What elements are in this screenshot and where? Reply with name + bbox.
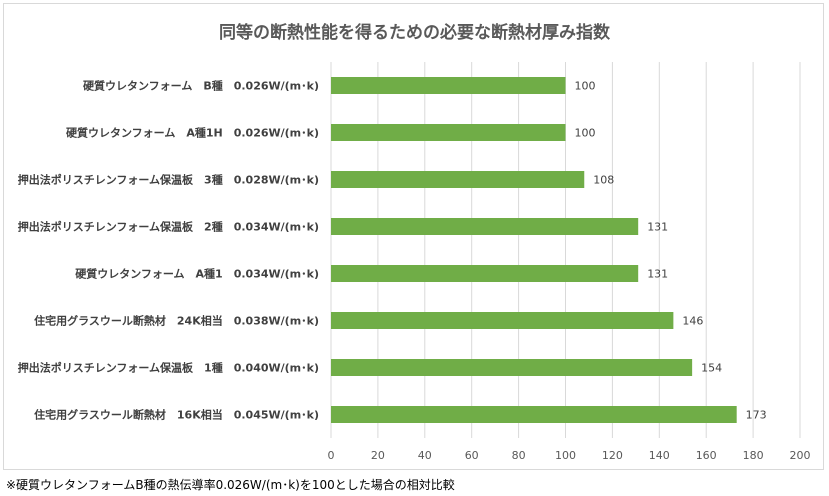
x-tick-label: 160 [696, 449, 717, 462]
data-label: 173 [746, 409, 767, 422]
x-axis-tick-labels: 0 20 40 60 80 100 120 140 160 180 200 [328, 449, 811, 462]
bar [331, 265, 639, 282]
x-tick-label: 80 [512, 449, 526, 462]
data-label: 131 [647, 268, 668, 281]
x-tick-label: 120 [602, 449, 623, 462]
bar [331, 171, 585, 188]
data-labels: 100 100 108 131 131 146 154 173 [575, 80, 767, 422]
bar [331, 312, 674, 329]
x-tick-label: 140 [649, 449, 670, 462]
category-label: 住宅用グラスウール断熱材 24K相当 0.038W/(m･k) [34, 314, 319, 328]
data-label: 131 [647, 221, 668, 234]
bar [331, 406, 737, 423]
gridlines [330, 62, 801, 438]
bar [331, 218, 639, 235]
category-label: 硬質ウレタンフォーム A種1H 0.026W/(m･k) [66, 126, 319, 140]
category-label: 硬質ウレタンフォーム A種1 0.034W/(m･k) [75, 267, 319, 281]
data-label: 100 [575, 127, 596, 140]
bars [331, 77, 737, 423]
category-label: 押出法ポリスチレンフォーム保温板 3種 0.028W/(m･k) [18, 173, 319, 187]
category-labels: 硬質ウレタンフォーム B種 0.026W/(m･k) 硬質ウレタンフォーム A種1… [18, 79, 319, 422]
data-label: 146 [682, 315, 703, 328]
data-label: 100 [575, 80, 596, 93]
data-label: 108 [593, 174, 614, 187]
category-label: 押出法ポリスチレンフォーム保温板 2種 0.034W/(m･k) [18, 220, 319, 234]
category-label: 押出法ポリスチレンフォーム保温板 1種 0.040W/(m･k) [18, 361, 319, 375]
category-label: 硬質ウレタンフォーム B種 0.026W/(m･k) [83, 79, 319, 93]
x-tick-label: 40 [418, 449, 432, 462]
bar [331, 124, 566, 141]
x-tick-label: 60 [465, 449, 479, 462]
footnote: ※硬質ウレタンフォームB種の熱伝導率0.026W/(m･k)を100とした場合の… [6, 478, 455, 492]
x-tick-label: 200 [790, 449, 811, 462]
category-label: 住宅用グラスウール断熱材 16K相当 0.045W/(m･k) [34, 408, 319, 422]
x-tick-label: 100 [555, 449, 576, 462]
x-tick-label: 20 [371, 449, 385, 462]
x-tick-label: 180 [743, 449, 764, 462]
bar [331, 77, 566, 94]
data-label: 154 [701, 362, 722, 375]
chart-title: 同等の断熱性能を得るための必要な断熱材厚み指数 [219, 23, 610, 43]
x-tick-label: 0 [328, 449, 335, 462]
bar [331, 359, 693, 376]
